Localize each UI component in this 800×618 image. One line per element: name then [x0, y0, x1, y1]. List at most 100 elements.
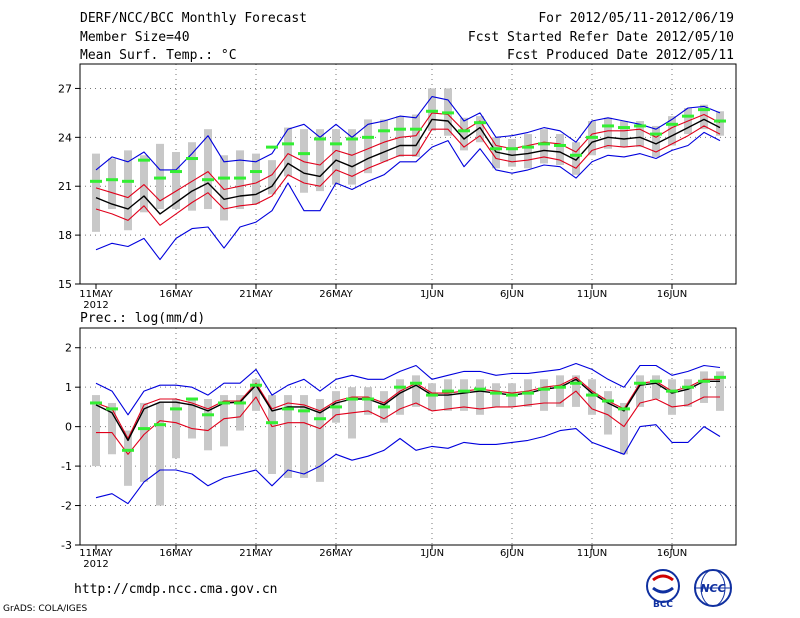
panel1-spread-box: [348, 129, 356, 185]
panel2-spread-box: [172, 399, 180, 459]
panel1-spread-box: [236, 150, 244, 210]
panel1-spread-box: [188, 142, 196, 211]
panel2-x-tick-year: 2012: [83, 559, 108, 570]
panel2-spread-box: [460, 379, 468, 411]
panel2-spread-box: [556, 375, 564, 407]
panel1-spread-box: [636, 121, 644, 148]
panel1-plot-frame: [79, 63, 737, 285]
panel2-y-tick-label: 1: [65, 381, 72, 394]
panel2-spread-box: [620, 402, 628, 455]
panel1-spread-box: [300, 129, 308, 193]
panel1-x-tick-label: 26MAY: [319, 289, 353, 300]
panel2-spread-box: [108, 402, 116, 455]
panel2-spread-box: [140, 402, 148, 482]
member-size-label: Member Size=40: [80, 30, 190, 45]
panel2-spread-box: [540, 379, 548, 411]
panel2-spread-box: [124, 430, 132, 486]
panel1-spread-box: [204, 129, 212, 210]
panel1-min-line: [95, 131, 721, 261]
panel1-x-tick-label: 11JUN: [577, 289, 607, 300]
forecast-period-label: For 2012/05/11-2012/06/19: [538, 11, 734, 26]
panel2-upper-spread-line: [95, 376, 720, 440]
panel2-spread-box: [476, 379, 484, 415]
panel2-spread-box: [188, 399, 196, 439]
panel1-upper-spread-line: [95, 112, 721, 202]
source-url-link[interactable]: http://cmdp.ncc.cma.gov.cn: [74, 582, 278, 597]
panel1-spread-box: [252, 153, 260, 205]
panel2-y-tick-label: 2: [65, 342, 72, 355]
panel1-spread-box: [524, 134, 532, 169]
panel1-y-tick-label: 24: [58, 131, 72, 144]
panel2-spread-box: [252, 379, 260, 411]
panel2-max-line: [95, 362, 721, 416]
panel1-max-line: [95, 96, 721, 171]
svg-text:NCC: NCC: [700, 582, 725, 595]
panel2-spread-box: [428, 383, 436, 411]
panel1-spread-box: [364, 119, 372, 174]
fcst-started-label: Fcst Started Refer Date 2012/05/10: [467, 30, 734, 45]
panel2-y-tick-label: -1: [61, 460, 72, 473]
panel2-spread-box: [364, 387, 372, 415]
panel1-spread-box: [316, 129, 324, 192]
panel1-x-tick-label: 1JUN: [420, 289, 444, 300]
panel2-x-tick-label: 16JUN: [657, 548, 687, 559]
panel1-x-tick-label: 16MAY: [159, 289, 193, 300]
bcc-logo: BCC: [640, 568, 686, 612]
panel1-spread-box: [716, 111, 724, 136]
panel2-x-tick-label: 16MAY: [159, 548, 193, 559]
panel1-spread-box: [604, 117, 612, 149]
panel1-y-tick-label: 21: [58, 180, 72, 193]
panel2-spread-box: [604, 391, 612, 435]
panel1-x-tick-label: 16JUN: [657, 289, 687, 300]
panel2-title: Prec.: log(mm/d): [80, 311, 205, 326]
panel2-spread-box: [636, 375, 644, 407]
panel1-spread-box: [700, 104, 708, 130]
panel2-y-tick-label: 0: [65, 421, 72, 434]
panel1-x-tick-year: 2012: [83, 300, 108, 311]
panel2-x-tick-label: 21MAY: [239, 548, 273, 559]
panel2-spread-box: [284, 395, 292, 478]
panel1-mean-line: [95, 118, 721, 215]
svg-text:BCC: BCC: [653, 600, 673, 608]
panel2-spread-box: [220, 395, 228, 447]
panel1-spread-box: [620, 121, 628, 148]
panel2-x-tick-label: 11MAY: [79, 548, 113, 559]
ncc-logo: NCC: [690, 568, 736, 612]
panel1-spread-box: [476, 116, 484, 143]
grads-credit: GrADS: COLA/IGES: [3, 604, 88, 614]
panel1-spread-box: [140, 155, 148, 213]
panel2-spread-box: [684, 379, 692, 407]
panel1-spread-box: [396, 116, 404, 157]
panel1-spread-box: [556, 134, 564, 166]
panel2-y-tick-label: -2: [61, 500, 72, 513]
panel2-spread-box: [316, 399, 324, 482]
panel2-spread-box: [412, 375, 420, 407]
panel2-spread-box: [300, 395, 308, 478]
panel2-spread-box: [588, 379, 596, 415]
panel1-spread-box: [380, 119, 388, 162]
chart-title: DERF/NCC/BCC Monthly Forecast: [80, 11, 307, 26]
panel1-y-tick-label: 18: [58, 229, 72, 242]
panel1-y-tick-label: 27: [58, 82, 72, 95]
panel1-spread-box: [492, 137, 500, 169]
panel1-spread-box: [108, 158, 116, 210]
panel1-spread-box: [652, 125, 660, 157]
panel1-x-tick-label: 21MAY: [239, 289, 273, 300]
panel1-spread-box: [332, 129, 340, 185]
panel1-spread-box: [220, 155, 228, 221]
panel2-x-tick-label: 11JUN: [577, 548, 607, 559]
panel2-spread-box: [716, 371, 724, 411]
panel2-spread-box: [492, 383, 500, 407]
panel1-spread-box: [428, 88, 436, 131]
panel2-spread-box: [156, 402, 164, 506]
panel2-mean-line: [95, 378, 720, 442]
panel2-spread-box: [700, 371, 708, 403]
panel1-spread-box: [508, 138, 516, 167]
panel2-y-tick-label: -3: [61, 539, 72, 552]
panel2-spread-box: [268, 395, 276, 474]
panel2-plot-frame: [79, 327, 737, 546]
panel1-spread-box: [92, 153, 100, 232]
panel1-spread-box: [540, 129, 548, 164]
panel2-min-line: [95, 424, 721, 505]
